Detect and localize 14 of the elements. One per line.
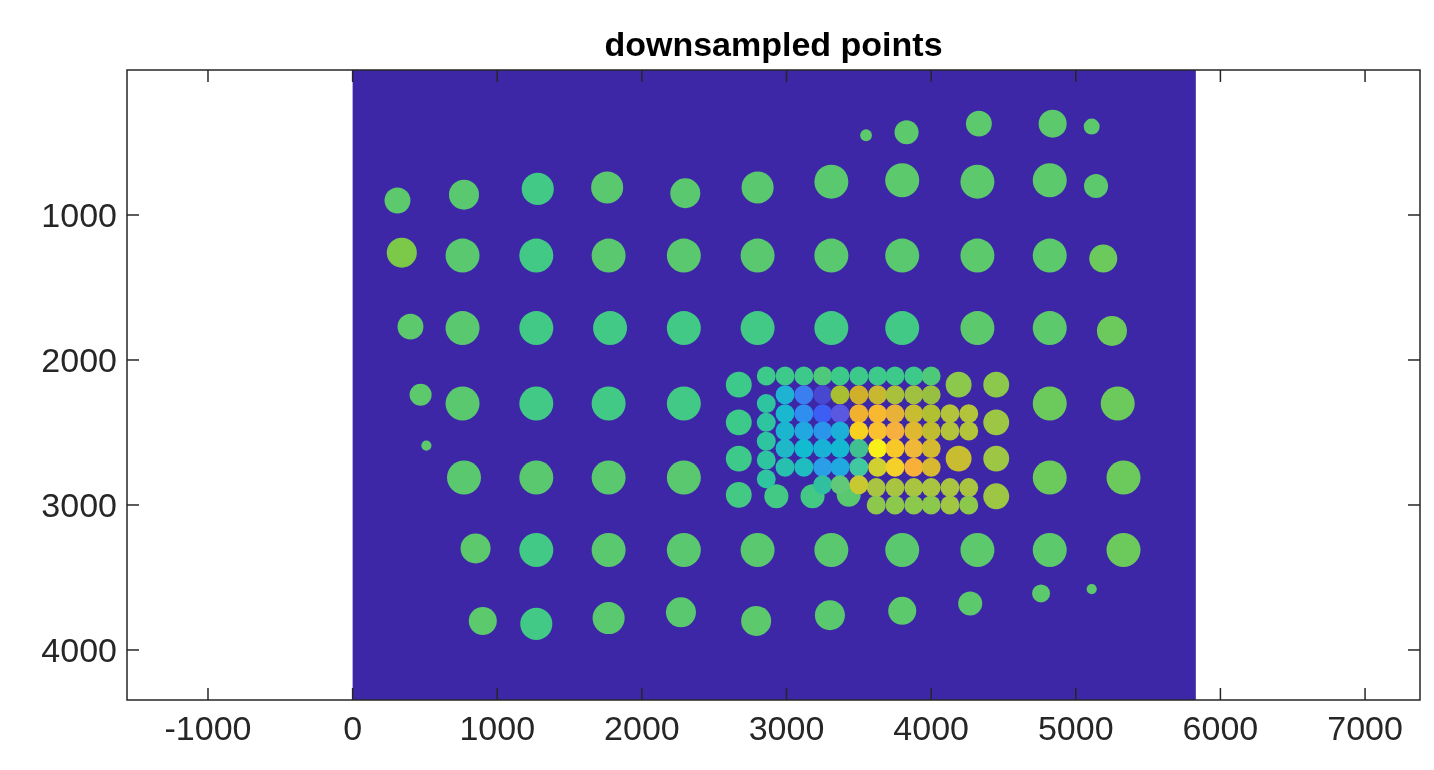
y-tick-label: 4000 [41, 630, 117, 669]
y-tick-label: 1000 [41, 195, 117, 234]
x-tick-label: 0 [343, 709, 363, 747]
x-tick-label: 7000 [1327, 709, 1403, 747]
y-tick-label: 2000 [41, 340, 117, 379]
x-tick-label: 6000 [1182, 709, 1259, 747]
x-tick-label: 1000 [459, 709, 536, 747]
chart-title: downsampled points [604, 25, 943, 63]
y-tick-label: 3000 [41, 485, 117, 524]
x-tick-label: 3000 [748, 709, 825, 747]
x-tick-label: 5000 [1037, 709, 1114, 747]
x-tick-label: 2000 [604, 709, 680, 747]
x-tick-label: 4000 [893, 709, 969, 747]
x-tick-label: -1000 [164, 709, 252, 747]
